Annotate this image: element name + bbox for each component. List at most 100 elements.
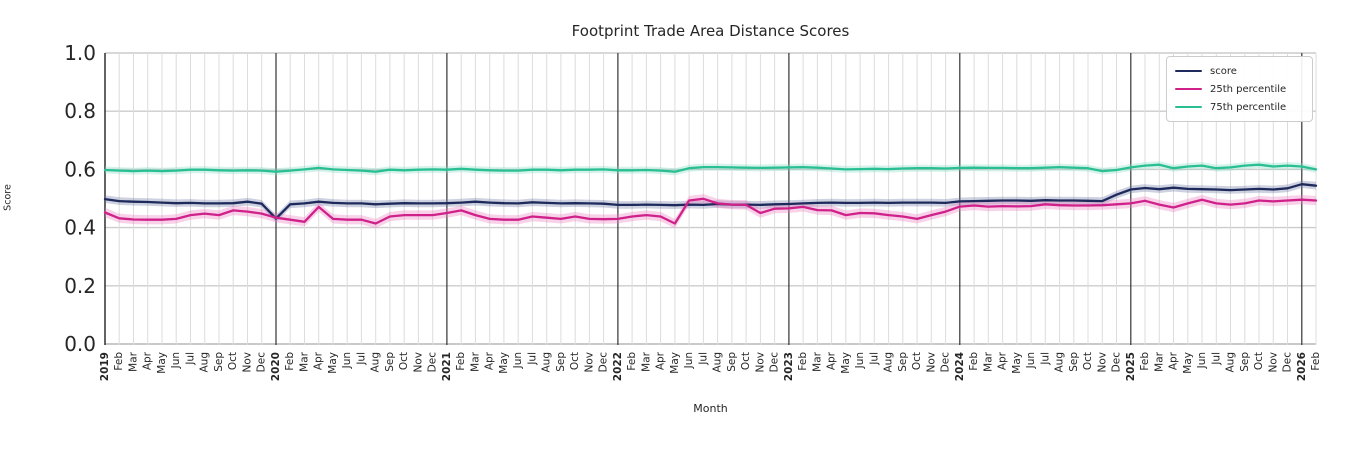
legend: score 25th percentile 75th percentile: [1166, 56, 1313, 122]
x-tick-label: Dec: [1282, 352, 1294, 373]
x-tick-label: 2022: [612, 352, 624, 381]
x-tick-label: Jun: [1025, 352, 1037, 369]
x-tick-label: Sep: [726, 352, 738, 372]
x-tick-label: Jul: [526, 352, 538, 366]
p75-line-swatch: [1175, 105, 1202, 109]
x-tick-label: Feb: [797, 352, 809, 371]
x-tick-label: Mar: [1153, 351, 1165, 371]
x-tick-label: Apr: [997, 351, 1009, 370]
y-tick-label: 0.2: [64, 274, 96, 298]
band-25th-percentile: [105, 194, 1316, 229]
x-tick-label: Jul: [868, 352, 880, 366]
x-tick-label: Feb: [968, 352, 980, 371]
x-tick-label: Sep: [897, 352, 909, 372]
x-tick-label: Mar: [982, 351, 994, 371]
x-tick-label: Apr: [1168, 351, 1180, 370]
x-tick-label: 2019: [99, 352, 111, 381]
x-tick-label: May: [1182, 352, 1194, 374]
x-tick-label: 2026: [1296, 352, 1308, 381]
x-tick-label: Nov: [1096, 352, 1108, 373]
x-tick-label: May: [669, 352, 681, 374]
x-tick-label: Jul: [1039, 352, 1051, 366]
x-tick-label: May: [1011, 352, 1023, 374]
x-tick-label: Mar: [299, 351, 311, 371]
x-tick-label: Mar: [640, 351, 652, 371]
series-line-25th-percentile: [103, 197, 1318, 225]
x-tick-label: Oct: [911, 352, 923, 370]
x-tick-label: Dec: [598, 352, 610, 373]
x-tick-label: Apr: [142, 351, 154, 370]
x-tick-label: Aug: [370, 352, 382, 373]
y-tick-label: 0.4: [64, 216, 96, 240]
x-tick-label: Jul: [355, 352, 367, 366]
x-tick-label: Mar: [811, 351, 823, 371]
x-tick-label: May: [156, 352, 168, 374]
x-tick-label: Oct: [1082, 352, 1094, 370]
x-tick-label: Oct: [227, 352, 239, 370]
x-tick-label: Oct: [569, 352, 581, 370]
x-tick-label: Aug: [712, 352, 724, 373]
legend-item-75th-percentile: 75th percentile: [1175, 98, 1304, 116]
legend-label: score: [1210, 65, 1237, 77]
x-tick-label: Mar: [128, 351, 140, 371]
x-tick-label: 2021: [441, 352, 453, 381]
x-tick-label: Apr: [313, 351, 325, 370]
x-tick-label: Sep: [213, 352, 225, 372]
y-tick-label: 0.8: [64, 99, 96, 123]
legend-item-score: score: [1175, 62, 1304, 80]
x-tick-label: Nov: [754, 352, 766, 373]
y-tick-label: 0.0: [64, 332, 96, 356]
x-tick-label: Dec: [256, 352, 268, 373]
x-tick-label: Sep: [1239, 352, 1251, 372]
x-tick-label: Feb: [1139, 352, 1151, 371]
x-axis-label: Month: [693, 402, 728, 415]
x-tick-label: Sep: [555, 352, 567, 372]
series-line-75th-percentile: [103, 163, 1318, 173]
x-tick-label: Jun: [512, 352, 524, 369]
x-tick-label: Nov: [1267, 352, 1279, 373]
x-tick-label: Nov: [583, 352, 595, 373]
x-tick-label: Aug: [199, 352, 211, 373]
x-tick-label: Oct: [1253, 352, 1265, 370]
x-tick-label: Dec: [769, 352, 781, 373]
x-tick-label: Jun: [683, 352, 695, 369]
x-tick-label: Jun: [1196, 352, 1208, 369]
y-tick-label: 1.0: [64, 41, 96, 65]
x-tick-label: Sep: [384, 352, 396, 372]
x-tick-label: 2020: [270, 352, 282, 381]
x-tick-label: Apr: [484, 351, 496, 370]
x-tick-label: Nov: [242, 352, 254, 373]
x-tick-label: Nov: [412, 352, 424, 373]
x-tick-label: Apr: [826, 351, 838, 370]
x-tick-label: Apr: [655, 351, 667, 370]
p25-line-swatch: [1175, 87, 1202, 91]
x-tick-label: Oct: [398, 352, 410, 370]
x-tick-label: Feb: [626, 352, 638, 371]
x-tick-label: 2024: [954, 352, 966, 381]
series-line-score: [103, 183, 1318, 220]
x-tick-label: Aug: [541, 352, 553, 373]
x-tick-label: Aug: [883, 352, 895, 373]
x-tick-label: Feb: [1310, 352, 1322, 371]
y-tick-label: 0.6: [64, 157, 96, 181]
x-tick-label: Oct: [740, 352, 752, 370]
x-tick-label: Jul: [697, 352, 709, 366]
x-tick-label: Jul: [1210, 352, 1222, 366]
x-tick-label: Aug: [1225, 352, 1237, 373]
x-tick-label: Feb: [113, 352, 125, 371]
x-tick-label: Feb: [455, 352, 467, 371]
x-tick-label: Feb: [284, 352, 296, 371]
x-tick-label: 2023: [783, 352, 795, 381]
score-line-swatch: [1175, 69, 1202, 73]
x-tick-label: Jun: [170, 352, 182, 369]
x-tick-label: May: [327, 352, 339, 374]
x-tick-label: 2025: [1125, 352, 1137, 381]
x-tick-label: Jun: [341, 352, 353, 369]
x-tick-label: May: [840, 352, 852, 374]
legend-label: 75th percentile: [1210, 101, 1287, 113]
x-tick-label: Dec: [427, 352, 439, 373]
x-tick-label: Sep: [1068, 352, 1080, 372]
x-tick-label: Dec: [940, 352, 952, 373]
x-tick-label: Mar: [469, 351, 481, 371]
